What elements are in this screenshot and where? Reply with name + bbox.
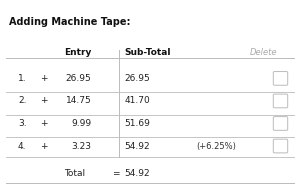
Text: 54.92: 54.92 [124,169,150,178]
Text: 3.23: 3.23 [71,142,92,151]
Text: Entry: Entry [64,48,92,57]
Text: 3.: 3. [18,119,27,128]
Text: 9.99: 9.99 [71,119,92,128]
FancyBboxPatch shape [273,94,288,108]
Text: 41.70: 41.70 [124,96,150,105]
Text: 4.: 4. [18,142,26,151]
Text: 51.69: 51.69 [124,119,150,128]
Text: =: = [112,169,120,178]
Text: +: + [40,119,47,128]
Text: Delete: Delete [250,48,278,57]
Text: (+6.25%): (+6.25%) [196,142,236,151]
FancyBboxPatch shape [273,117,288,130]
Text: 2.: 2. [18,96,26,105]
Text: +: + [40,142,47,151]
FancyBboxPatch shape [273,72,288,85]
Text: Adding Machine Tape:: Adding Machine Tape: [9,17,130,27]
FancyBboxPatch shape [273,139,288,153]
Text: Sub-Total: Sub-Total [124,48,171,57]
Text: +: + [40,74,47,83]
Text: Total: Total [64,169,86,178]
Text: 26.95: 26.95 [124,74,150,83]
Text: 14.75: 14.75 [66,96,92,105]
Text: +: + [40,96,47,105]
Text: 54.92: 54.92 [124,142,150,151]
Text: 26.95: 26.95 [66,74,92,83]
Text: 1.: 1. [18,74,27,83]
